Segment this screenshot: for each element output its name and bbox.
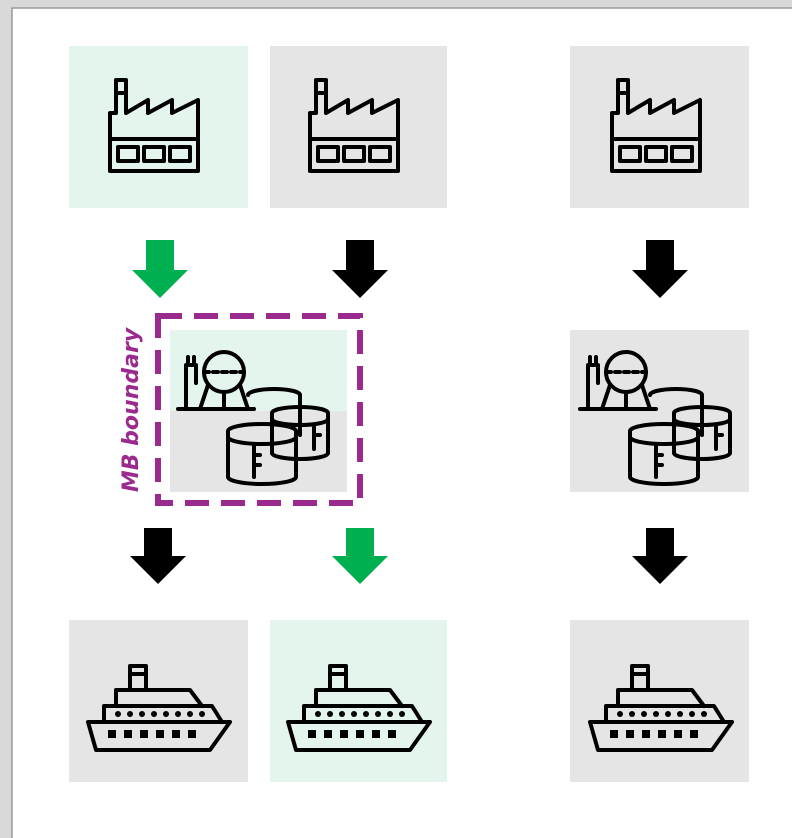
ship-box [69, 620, 248, 782]
factory-box [570, 46, 749, 208]
arrow-green [132, 240, 188, 298]
mb-boundary-label: MB boundary [119, 326, 144, 492]
ship-box-green [270, 620, 447, 782]
arrow [632, 528, 688, 584]
arrow [332, 240, 388, 298]
factory-box-green [69, 46, 248, 208]
arrow [130, 528, 186, 584]
factory-box [270, 46, 447, 208]
mb-boundary [155, 313, 363, 506]
arrow-green [332, 528, 388, 584]
arrow [632, 240, 688, 298]
ship-box [570, 620, 749, 782]
